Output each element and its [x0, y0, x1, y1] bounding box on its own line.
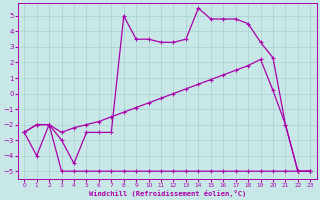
X-axis label: Windchill (Refroidissement éolien,°C): Windchill (Refroidissement éolien,°C): [89, 190, 246, 197]
